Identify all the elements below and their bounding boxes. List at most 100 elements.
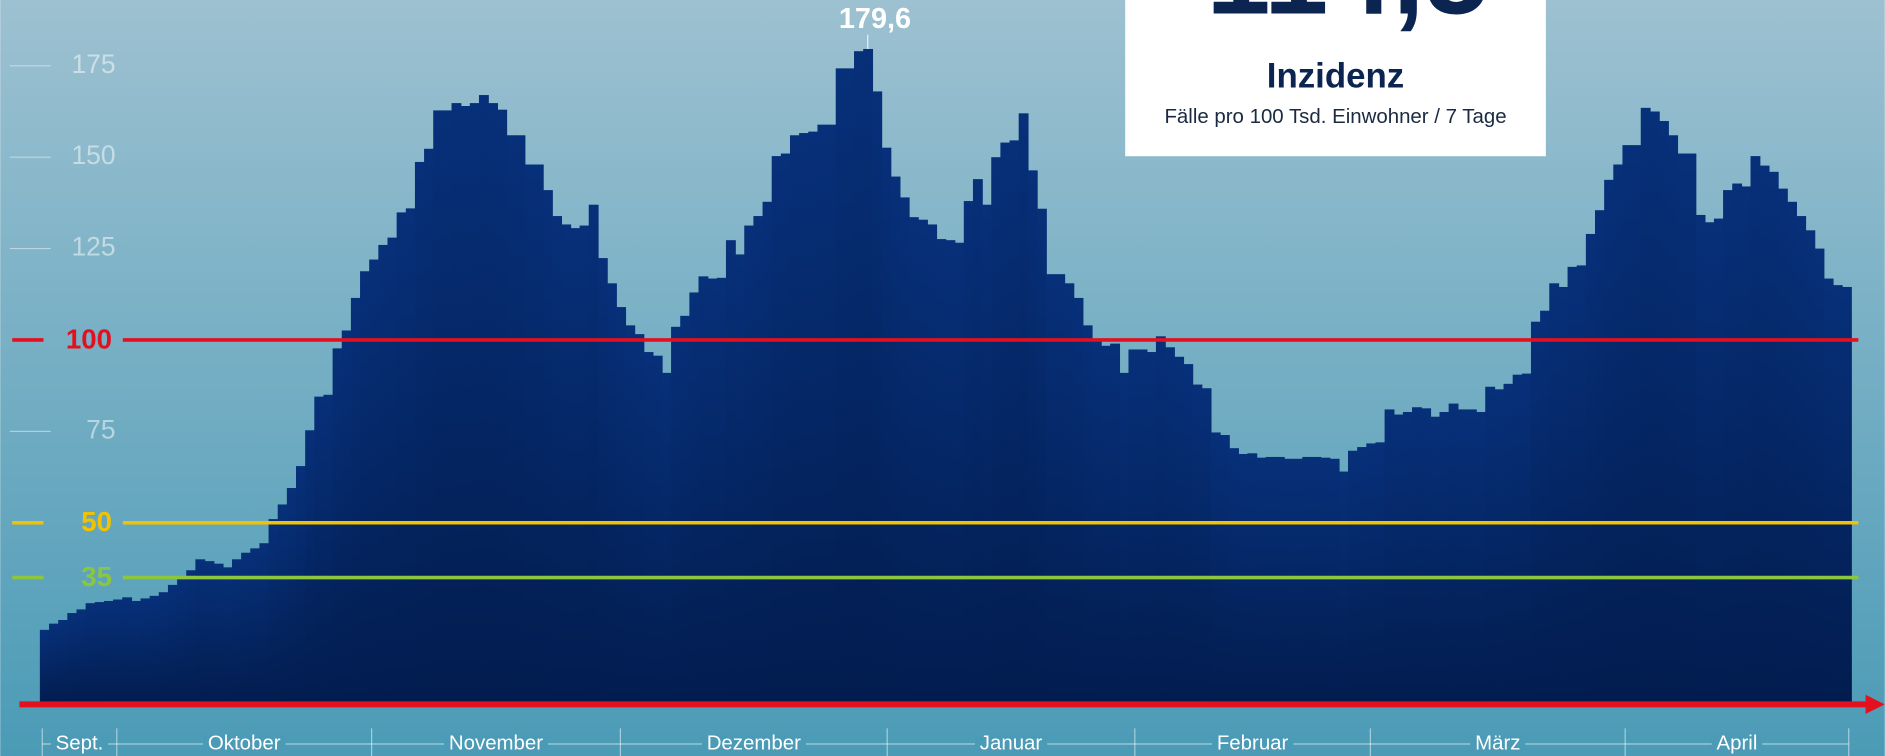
- bar: [1558, 286, 1569, 706]
- month-label-bg: [203, 735, 286, 753]
- month-label-bg: [1212, 735, 1294, 753]
- bar: [945, 240, 956, 706]
- bar: [369, 259, 380, 706]
- bar: [177, 577, 187, 706]
- bar: [1110, 343, 1121, 706]
- bar: [982, 204, 992, 706]
- bar: [561, 224, 572, 706]
- bar: [1293, 458, 1303, 706]
- bar: [277, 504, 288, 706]
- bar: [908, 217, 919, 706]
- bar: [1238, 454, 1249, 706]
- bar: [1741, 186, 1752, 706]
- bar: [1219, 435, 1230, 706]
- bar: [936, 239, 947, 706]
- bar: [963, 201, 974, 706]
- bar: [1210, 432, 1221, 706]
- bar: [780, 153, 791, 706]
- bar: [250, 548, 261, 706]
- bar: [186, 570, 197, 706]
- bar: [296, 466, 306, 706]
- peak-label: 179,6: [839, 3, 911, 35]
- bar: [460, 106, 471, 706]
- bar: [799, 133, 810, 706]
- bar: [1046, 274, 1057, 706]
- bar: [588, 204, 599, 706]
- bar: [286, 488, 297, 706]
- bar: [478, 95, 489, 706]
- bar: [1146, 352, 1157, 706]
- bar: [67, 613, 78, 706]
- bar: [1329, 458, 1340, 706]
- bar: [762, 201, 773, 706]
- bar: [195, 559, 206, 706]
- bar: [94, 602, 105, 706]
- bar: [58, 619, 69, 706]
- bar: [872, 91, 883, 706]
- bar: [222, 567, 233, 706]
- bar: [1595, 210, 1605, 706]
- month-label-bg: [50, 735, 109, 753]
- month-label: April: [1717, 732, 1758, 754]
- bar: [579, 225, 590, 706]
- bar: [213, 563, 224, 706]
- bar: [76, 609, 87, 706]
- bar: [323, 394, 334, 706]
- bar: [1841, 286, 1852, 706]
- bar: [881, 147, 892, 706]
- bar: [1622, 145, 1633, 706]
- bar: [506, 135, 517, 706]
- bar: [1265, 456, 1276, 706]
- month-label: Januar: [980, 732, 1043, 754]
- bar: [158, 592, 169, 706]
- bar: [1494, 389, 1505, 706]
- bar: [497, 109, 508, 706]
- bar: [835, 68, 846, 706]
- month-label: März: [1475, 732, 1520, 754]
- bar: [652, 355, 663, 706]
- bar: [1476, 411, 1486, 706]
- y-tick-label: 175: [71, 49, 115, 79]
- bar: [698, 276, 709, 706]
- bar: [570, 228, 581, 706]
- bar: [167, 584, 178, 706]
- bar: [918, 219, 928, 706]
- x-axis-arrow: [1865, 694, 1885, 714]
- bar: [1466, 409, 1477, 706]
- bar: [1521, 373, 1532, 706]
- bar: [1101, 345, 1111, 706]
- bar: [387, 237, 398, 706]
- bar: [890, 176, 901, 706]
- bar: [1192, 384, 1203, 706]
- box-title: Inzidenz: [1267, 56, 1404, 95]
- bar: [844, 68, 855, 706]
- bar: [1036, 208, 1047, 706]
- bar: [735, 254, 745, 706]
- bar: [113, 599, 123, 706]
- threshold-label: 50: [81, 506, 112, 537]
- bar: [204, 561, 215, 706]
- bar: [1823, 278, 1834, 706]
- bar: [231, 559, 242, 706]
- bar: [1412, 407, 1422, 706]
- bar: [972, 179, 983, 706]
- bar: [1713, 218, 1724, 706]
- bar: [1723, 190, 1733, 706]
- bar: [1457, 409, 1468, 706]
- bar: [341, 330, 352, 706]
- bar: [1302, 456, 1313, 706]
- bars: [39, 48, 1852, 706]
- bar: [1576, 265, 1587, 706]
- bar: [1000, 142, 1011, 706]
- bar: [1375, 442, 1386, 706]
- bar: [1027, 170, 1038, 706]
- bar: [350, 297, 361, 706]
- bar: [424, 148, 434, 706]
- bar: [744, 225, 755, 706]
- bar: [927, 224, 938, 706]
- bar: [1009, 140, 1020, 706]
- bar: [1677, 153, 1688, 706]
- bar: [634, 334, 645, 706]
- bar: [1439, 411, 1450, 706]
- bar: [1485, 386, 1496, 706]
